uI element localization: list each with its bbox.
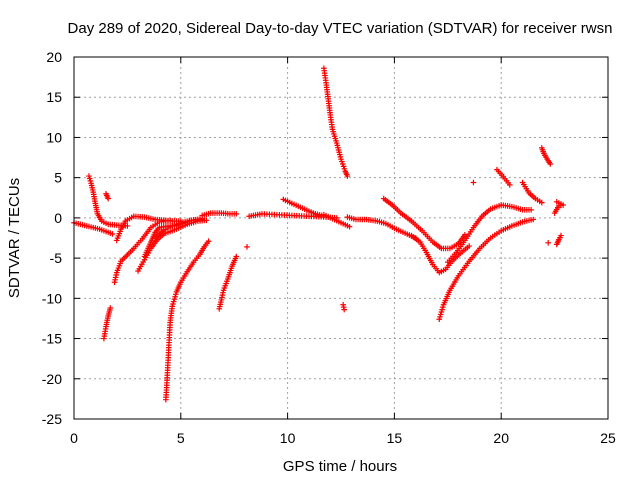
x-tick-label: 0 [70,430,78,446]
data-point [528,207,534,213]
x-axis-title: GPS time / hours [283,458,397,475]
tick-labels: 0 5 10 15 20 25 -25 -20 -15 -10 -5 0 5 10 15 20 [42,49,616,446]
y-tick-label: 5 [54,170,62,186]
y-axis-title: SDTVAR / TECUs [6,178,23,298]
data-point [205,238,212,245]
plot-frame [73,56,609,420]
y-tick-label: -5 [50,250,63,266]
chart-title: Day 289 of 2020, Sidereal Day-to-day VTE… [68,20,613,37]
data-point [203,217,210,224]
data-point [344,173,351,179]
data-point [105,195,111,202]
grid [74,57,608,419]
x-tick-label: 5 [177,430,185,446]
data-point [244,244,250,250]
y-tick-label: -10 [42,290,62,306]
data-point [109,231,116,237]
data-point [506,182,513,188]
data-point [462,231,468,238]
y-tick-label: 20 [46,49,62,65]
y-tick-label: -15 [42,331,62,347]
data-point [558,232,564,239]
data-point [466,243,472,249]
data-point [538,199,545,206]
data-point [233,253,240,260]
y-tick-label: 0 [54,210,62,226]
y-tick-label: -20 [42,371,62,387]
x-tick-label: 15 [387,430,403,446]
data-point [341,306,348,313]
y-tick-label: 15 [46,89,62,105]
data-point [530,216,537,223]
x-tick-label: 10 [280,430,296,446]
data-point [545,240,551,246]
data-point [553,199,560,205]
data-point [124,223,131,229]
data-point [346,223,353,230]
data-point [547,161,554,167]
y-tick-label: 10 [46,129,62,145]
data-point [233,211,240,217]
data-point [470,179,477,186]
x-tick-label: 20 [493,430,509,446]
ticks [73,56,609,420]
data-points [71,65,566,403]
x-tick-label: 25 [600,430,616,446]
data-point [107,305,114,311]
y-tick-label: -25 [42,411,62,427]
